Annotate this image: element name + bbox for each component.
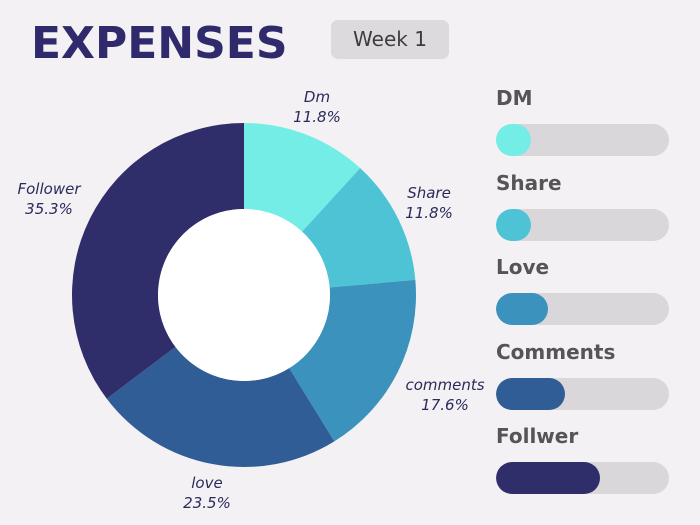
- bar-track-follwer: [496, 462, 669, 494]
- slice-label-follower-name: Follower: [17, 180, 81, 198]
- progress-bars: DM Share Love Comments Follwer: [496, 84, 670, 507]
- bar-track-share: [496, 208, 669, 241]
- donut-slice-comments: [289, 279, 416, 442]
- slice-label-dm-name: Dm: [303, 88, 331, 106]
- bar-track-comments: [496, 377, 669, 410]
- bar-row-share: Share: [496, 169, 670, 254]
- donut-hole: [158, 209, 330, 381]
- slice-label-love: love 23.5%: [167, 473, 247, 513]
- bar-row-love: Love: [496, 253, 670, 338]
- slice-label-comments-name: comments: [405, 376, 485, 394]
- week-badge[interactable]: Week 1: [331, 20, 449, 59]
- donut-slice-dm: [244, 123, 361, 232]
- slice-label-dm-value: 11.8%: [293, 108, 341, 126]
- bar-label-dm: DM: [496, 86, 533, 110]
- bar-fill-share: [496, 208, 531, 241]
- slice-label-comments-value: 17.6%: [421, 396, 469, 414]
- slice-label-follower-value: 35.3%: [25, 200, 73, 218]
- bar-fill-comments: [496, 377, 566, 410]
- donut-slice-follower: [71, 123, 244, 399]
- bar-label-follwer: Follwer: [496, 424, 579, 448]
- bar-label-love: Love: [496, 255, 550, 279]
- slice-label-share-value: 11.8%: [405, 204, 453, 222]
- slice-label-dm: Dm 11.8%: [277, 87, 357, 127]
- donut-slice-love: [106, 346, 335, 467]
- bar-fill-love: [496, 293, 548, 325]
- bar-label-comments: Comments: [496, 339, 616, 364]
- page-title: EXPENSES: [31, 18, 288, 69]
- donut-slice-share: [302, 168, 416, 288]
- bar-track-love: [496, 293, 669, 325]
- slice-label-share: Share 11.8%: [389, 183, 469, 223]
- slice-label-love-name: love: [191, 474, 223, 492]
- bar-fill-follwer: [496, 462, 600, 494]
- bar-track-dm: [496, 124, 669, 156]
- bar-row-comments: Comments: [496, 338, 670, 423]
- slice-label-follower: Follower 35.3%: [9, 179, 89, 219]
- slice-label-comments: comments 17.6%: [397, 375, 493, 415]
- bar-fill-dm: [496, 124, 531, 156]
- bar-row-dm: DM: [496, 84, 670, 169]
- slice-label-share-name: Share: [407, 184, 451, 202]
- slice-label-love-value: 23.5%: [183, 494, 231, 512]
- bar-row-follwer: Follwer: [496, 422, 670, 507]
- bar-label-share: Share: [496, 170, 562, 195]
